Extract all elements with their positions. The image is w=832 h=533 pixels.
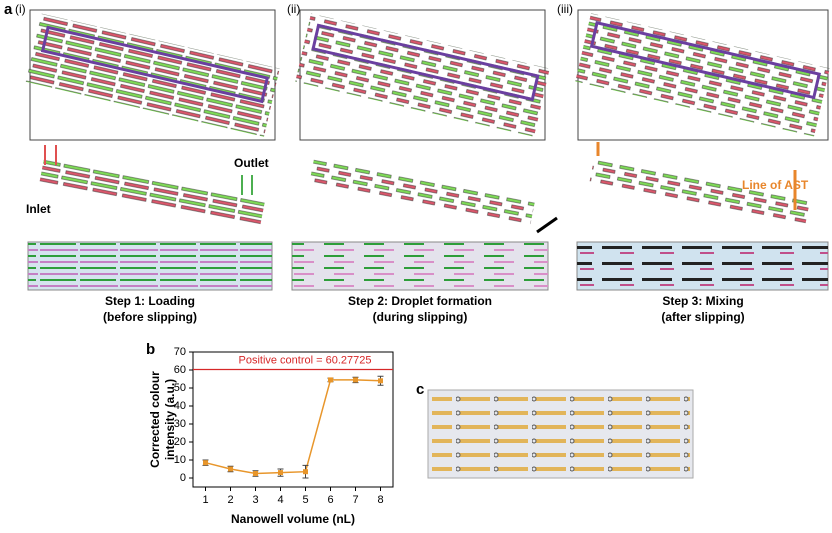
- chart: 0 10 20 30 40 50 60 70 1 2 3 4 5 6 7 8 Nanowell volume (…: [148, 346, 394, 526]
- data-point: [353, 377, 358, 383]
- data-point: [278, 470, 283, 476]
- panel-label: a: [4, 1, 13, 18]
- caption: (before slipping): [103, 310, 197, 324]
- y-tick-label: 60: [174, 364, 186, 376]
- annotation: Outlet: [234, 156, 269, 170]
- caption: (during slipping): [373, 310, 468, 324]
- annotation: Line of AST: [742, 178, 809, 192]
- device-top-view: [295, 9, 550, 141]
- photo: [432, 394, 690, 476]
- panel-label: c: [416, 381, 424, 398]
- caption: (after slipping): [661, 310, 744, 324]
- y-tick-label: 70: [174, 346, 186, 358]
- device-3d-view: [39, 142, 810, 234]
- y-tick-label: 20: [174, 436, 186, 448]
- y-tick-label: 10: [174, 454, 186, 466]
- x-axis-label: Nanowell volume (nL): [231, 512, 355, 526]
- micrograph: [28, 242, 272, 290]
- x-tick-label: 2: [227, 494, 233, 506]
- y-axis-label: Corrected colour: [148, 371, 162, 468]
- data-point: [328, 377, 333, 383]
- x-tick-label: 1: [202, 494, 208, 506]
- micrograph: [292, 242, 548, 290]
- x-tick-label: 3: [252, 494, 258, 506]
- panel-label: b: [146, 341, 155, 358]
- y-axis-label: intensity (a.u.): [163, 379, 177, 460]
- y-tick-label: 30: [174, 418, 186, 430]
- y-tick-label: 50: [174, 382, 186, 394]
- device-top-view: [575, 9, 830, 141]
- y-tick-label: 40: [174, 400, 186, 412]
- data-point: [378, 378, 383, 384]
- x-tick-label: 8: [377, 494, 383, 506]
- device-top-view: [25, 9, 280, 141]
- caption: Step 1: Loading: [105, 294, 195, 308]
- data-point: [303, 469, 308, 475]
- micrograph: [577, 242, 828, 290]
- y-tick-label: 0: [180, 472, 186, 484]
- data-line: [205, 379, 381, 475]
- data-point: [203, 460, 208, 466]
- annotation: Inlet: [26, 202, 51, 216]
- x-tick-label: 7: [352, 494, 358, 506]
- caption: Step 2: Droplet formation: [348, 294, 492, 308]
- x-tick-label: 5: [302, 494, 308, 506]
- subpanel-label: (i): [15, 2, 26, 16]
- x-tick-label: 6: [327, 494, 333, 506]
- data-point: [253, 471, 258, 476]
- x-tick-label: 4: [277, 494, 283, 506]
- plot-frame: [192, 351, 394, 488]
- caption: Step 3: Mixing: [662, 294, 743, 308]
- subpanel-label: (iii): [557, 2, 573, 16]
- reference-label: Positive control = 60.27725: [238, 354, 371, 366]
- data-point: [228, 466, 233, 472]
- subpanel-label: (ii): [287, 2, 300, 16]
